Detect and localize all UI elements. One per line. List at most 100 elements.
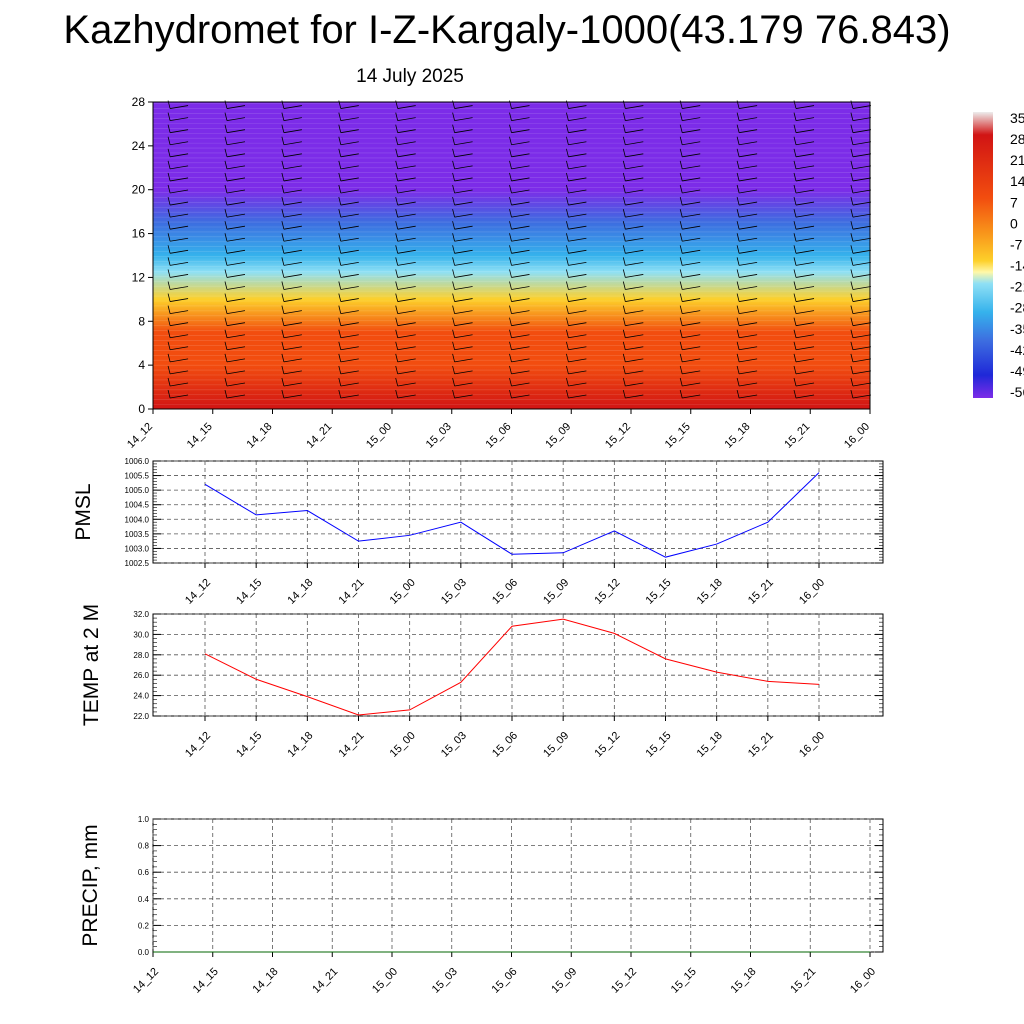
wind-barb-flag [622, 317, 626, 326]
wind-barb-flag [679, 305, 683, 314]
wind-barb [226, 213, 246, 218]
wind-barb-flag [224, 112, 228, 121]
wind-barb-flag [338, 377, 342, 387]
wind-barb [170, 346, 189, 351]
colorbar-label: -49 [1010, 363, 1024, 379]
wind-barb [852, 117, 871, 122]
wind-barb [226, 310, 246, 315]
wind-barb [397, 153, 416, 158]
wind-barb [226, 201, 246, 206]
wind-barb [397, 201, 416, 206]
wind-barb-flag [622, 172, 626, 182]
wind-barb-flag [566, 353, 569, 362]
wind-barb [795, 346, 815, 351]
wind-barb [511, 189, 530, 194]
wind-barb [625, 189, 644, 194]
wind-barb-flag [224, 257, 228, 266]
wind-barb [340, 105, 359, 109]
wind-barb [226, 358, 246, 363]
wind-barb-flag [509, 269, 512, 278]
profile-xtick-label: 15_12 [603, 421, 633, 451]
wind-barb-flag [338, 148, 342, 157]
wind-barb-flag [566, 341, 569, 350]
wind-barb-flag [281, 353, 285, 362]
wind-barb-flag [281, 281, 285, 290]
precip-ytick-label: 1.0 [138, 815, 150, 824]
wind-barb [340, 165, 359, 170]
wind-barb-flag [452, 365, 455, 375]
wind-barb [852, 201, 871, 206]
wind-barb-flag [850, 196, 854, 206]
wind-barb-flag [281, 196, 285, 206]
wind-barb-flag [509, 124, 512, 133]
wind-barb-flag [622, 257, 626, 266]
wind-barb-flag [452, 160, 455, 169]
colorbar-label: -42 [1010, 342, 1024, 358]
wind-barb [226, 117, 246, 122]
wind-barb [397, 274, 416, 278]
wind-barb [852, 394, 871, 399]
wind-barb [397, 261, 416, 266]
wind-barb-flag [566, 293, 569, 302]
wind-barb-flag [281, 148, 285, 157]
wind-barb [795, 358, 815, 363]
wind-barb [511, 322, 530, 327]
wind-barb [454, 370, 473, 375]
precip-xtick-label: 15_00 [370, 966, 400, 996]
profile-ytick-label: 20 [132, 183, 146, 197]
wind-barb-flag [566, 112, 569, 121]
wind-barb-flag [850, 341, 854, 350]
wind-barb-flag [509, 317, 512, 326]
wind-barb-flag [566, 209, 569, 218]
wind-barb [852, 370, 871, 375]
wind-barb [568, 153, 587, 158]
wind-barb-flag [622, 389, 626, 399]
wind-barb-flag [167, 269, 171, 278]
wind-barb [226, 261, 246, 266]
wind-barb [739, 334, 758, 339]
wind-barb [340, 213, 359, 218]
wind-barb-flag [736, 196, 740, 206]
wind-barb-flag [338, 389, 342, 399]
wind-barb [568, 225, 587, 230]
profile-xtick-label: 15_03 [424, 421, 454, 451]
wind-barb-flag [509, 196, 512, 206]
temp-xtick-label: 15_21 [746, 730, 776, 760]
wind-barb [397, 105, 416, 109]
pmsl-xtick-label: 14_18 [285, 577, 315, 607]
wind-barb [682, 358, 701, 363]
wind-barb-flag [167, 377, 171, 387]
profile-xtick-label: 14_12 [125, 421, 155, 451]
wind-barb-flag [622, 148, 626, 157]
wind-barb-flag [850, 269, 854, 278]
wind-barb-flag [224, 341, 228, 350]
wind-barb-flag [395, 257, 399, 266]
wind-barb-flag [167, 196, 171, 206]
wind-barb [852, 286, 871, 290]
pmsl-xtick-label: 15_03 [439, 577, 469, 607]
precip-xtick-label: 15_12 [609, 966, 639, 996]
wind-barb-flag [281, 341, 285, 350]
wind-barb [397, 237, 416, 242]
wind-barb-flag [224, 329, 228, 338]
wind-barb [397, 165, 416, 170]
wind-barb [511, 249, 530, 254]
wind-barb [397, 346, 416, 351]
wind-barb [852, 141, 871, 146]
wind-barb [739, 394, 758, 399]
colorbar [973, 112, 993, 398]
wind-barb [283, 141, 302, 146]
wind-barb-flag [452, 184, 455, 194]
wind-barb [397, 382, 416, 387]
pmsl-xtick-label: 15_09 [541, 577, 571, 607]
precip-xtick-label: 15_18 [729, 966, 759, 996]
wind-barb [739, 249, 758, 254]
wind-barb-flag [452, 329, 455, 338]
wind-barb-flag [395, 221, 399, 230]
wind-barb-flag [452, 293, 455, 302]
wind-barb-flag [622, 245, 626, 254]
precip-xtick-label: 14_12 [131, 966, 161, 996]
wind-barb [340, 274, 359, 278]
wind-barb [340, 189, 359, 194]
wind-barb-flag [452, 389, 455, 399]
